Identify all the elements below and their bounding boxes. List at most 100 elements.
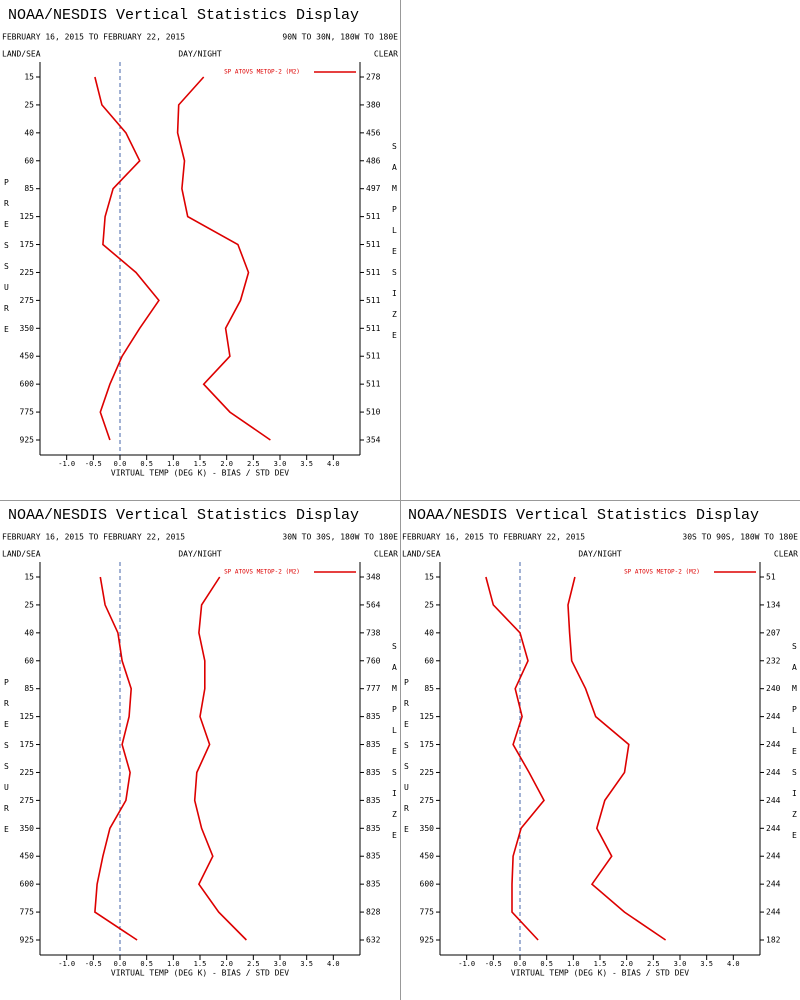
sample-size: 835 — [366, 740, 381, 749]
pressure-label: 15 — [24, 573, 34, 582]
x-tick-label: 2.5 — [247, 460, 260, 468]
sample-size: 835 — [366, 712, 381, 721]
pressure-label: 775 — [20, 408, 35, 417]
region: 30S TO 90S, 180W TO 180E — [682, 533, 798, 542]
day-night: DAY/NIGHT — [178, 550, 222, 559]
day-night: DAY/NIGHT — [578, 550, 622, 559]
sample-size: 511 — [366, 212, 381, 221]
x-tick-label: 4.0 — [327, 960, 340, 968]
x-axis-label: VIRTUAL TEMP (DEG K) - BIAS / STD DEV — [511, 969, 689, 978]
panel: NOAA/NESDIS Vertical Statistics Display F… — [2, 507, 398, 978]
pressure-label: 350 — [420, 824, 435, 833]
sample-size: 511 — [366, 296, 381, 305]
x-tick-label: 1.0 — [167, 960, 180, 968]
pressure-label: 25 — [24, 600, 34, 609]
sample-size: 632 — [366, 936, 381, 945]
region: 30N TO 30S, 180W TO 180E — [282, 533, 398, 542]
pressure-label: 85 — [24, 684, 34, 693]
sample-size: 564 — [366, 600, 381, 609]
date-range: FEBRUARY 16, 2015 TO FEBRUARY 22, 2015 — [2, 533, 185, 542]
profile-line — [567, 576, 667, 941]
title: NOAA/NESDIS Vertical Statistics Display — [408, 507, 759, 524]
pressure-label: 125 — [420, 712, 435, 721]
x-tick-label: -1.0 — [58, 960, 75, 968]
profile-line — [94, 76, 160, 441]
clear: CLEAR — [374, 50, 398, 59]
title: NOAA/NESDIS Vertical Statistics Display — [8, 507, 359, 524]
sample-size: 486 — [366, 156, 381, 165]
sample-size: 240 — [766, 684, 781, 693]
sample-size: 354 — [366, 436, 381, 445]
pressure-label: 60 — [424, 656, 434, 665]
land-sea: LAND/SEA — [402, 550, 441, 559]
clear: CLEAR — [374, 550, 398, 559]
sample-size: 738 — [366, 628, 381, 637]
pressure-label: 40 — [24, 628, 34, 637]
sample-size: 511 — [366, 240, 381, 249]
pressure-label: 275 — [420, 796, 435, 805]
pressure-label: 15 — [24, 73, 34, 82]
legend-label: SP ATOVS METOP-2 (M2) — [224, 69, 300, 76]
panel: NOAA/NESDIS Vertical Statistics Display F… — [402, 507, 798, 978]
x-tick-label: 3.5 — [700, 960, 713, 968]
x-tick-label: 3.0 — [674, 960, 687, 968]
pressure-label: 25 — [24, 100, 34, 109]
pressure-label: 175 — [420, 740, 435, 749]
pressure-label: 775 — [420, 908, 435, 917]
profile-line — [485, 576, 545, 941]
pressure-label: 125 — [20, 212, 35, 221]
land-sea: LAND/SEA — [2, 50, 41, 59]
pressure-label: 450 — [420, 852, 435, 861]
pressure-label: 60 — [24, 156, 34, 165]
pressure-label: 925 — [20, 936, 35, 945]
sample-size: 835 — [366, 768, 381, 777]
pressure-label: 350 — [20, 824, 35, 833]
pressure-label: 925 — [20, 436, 35, 445]
sample-size: 244 — [766, 824, 781, 833]
pressure-label: 600 — [20, 880, 35, 889]
pressure-label: 125 — [20, 712, 35, 721]
sample-size: 244 — [766, 740, 781, 749]
pressure-label: 175 — [20, 740, 35, 749]
x-tick-label: 1.5 — [194, 460, 207, 468]
x-tick-label: -0.5 — [485, 960, 502, 968]
sample-size: 456 — [366, 128, 381, 137]
x-tick-label: 0.0 — [514, 960, 527, 968]
x-axis-label: VIRTUAL TEMP (DEG K) - BIAS / STD DEV — [111, 469, 289, 478]
x-tick-label: 1.5 — [194, 960, 207, 968]
pressure-label: 600 — [20, 380, 35, 389]
pressure-label: 275 — [20, 296, 35, 305]
profile-line — [176, 76, 271, 441]
x-tick-label: 2.0 — [220, 960, 233, 968]
x-tick-label: 2.5 — [647, 960, 660, 968]
x-tick-label: 2.0 — [620, 960, 633, 968]
x-tick-label: 0.5 — [540, 960, 553, 968]
pressure-label: 450 — [20, 852, 35, 861]
sample-size: 835 — [366, 880, 381, 889]
sample-size: 828 — [366, 908, 381, 917]
profile-line — [94, 576, 138, 941]
pressure-label: 275 — [20, 796, 35, 805]
x-tick-label: -0.5 — [85, 460, 102, 468]
pressure-label: 25 — [424, 600, 434, 609]
land-sea: LAND/SEA — [2, 550, 41, 559]
x-tick-label: 4.0 — [727, 960, 740, 968]
pressure-label: 40 — [24, 128, 34, 137]
sample-size: 835 — [366, 852, 381, 861]
sample-size: 511 — [366, 352, 381, 361]
x-tick-label: 0.0 — [114, 960, 127, 968]
sample-size: 348 — [366, 573, 381, 582]
sample-size: 510 — [366, 408, 381, 417]
sample-size: 244 — [766, 768, 781, 777]
x-tick-label: 3.5 — [300, 960, 313, 968]
pressure-label: 450 — [20, 352, 35, 361]
sample-size: 511 — [366, 380, 381, 389]
pressure-label: 225 — [20, 268, 35, 277]
